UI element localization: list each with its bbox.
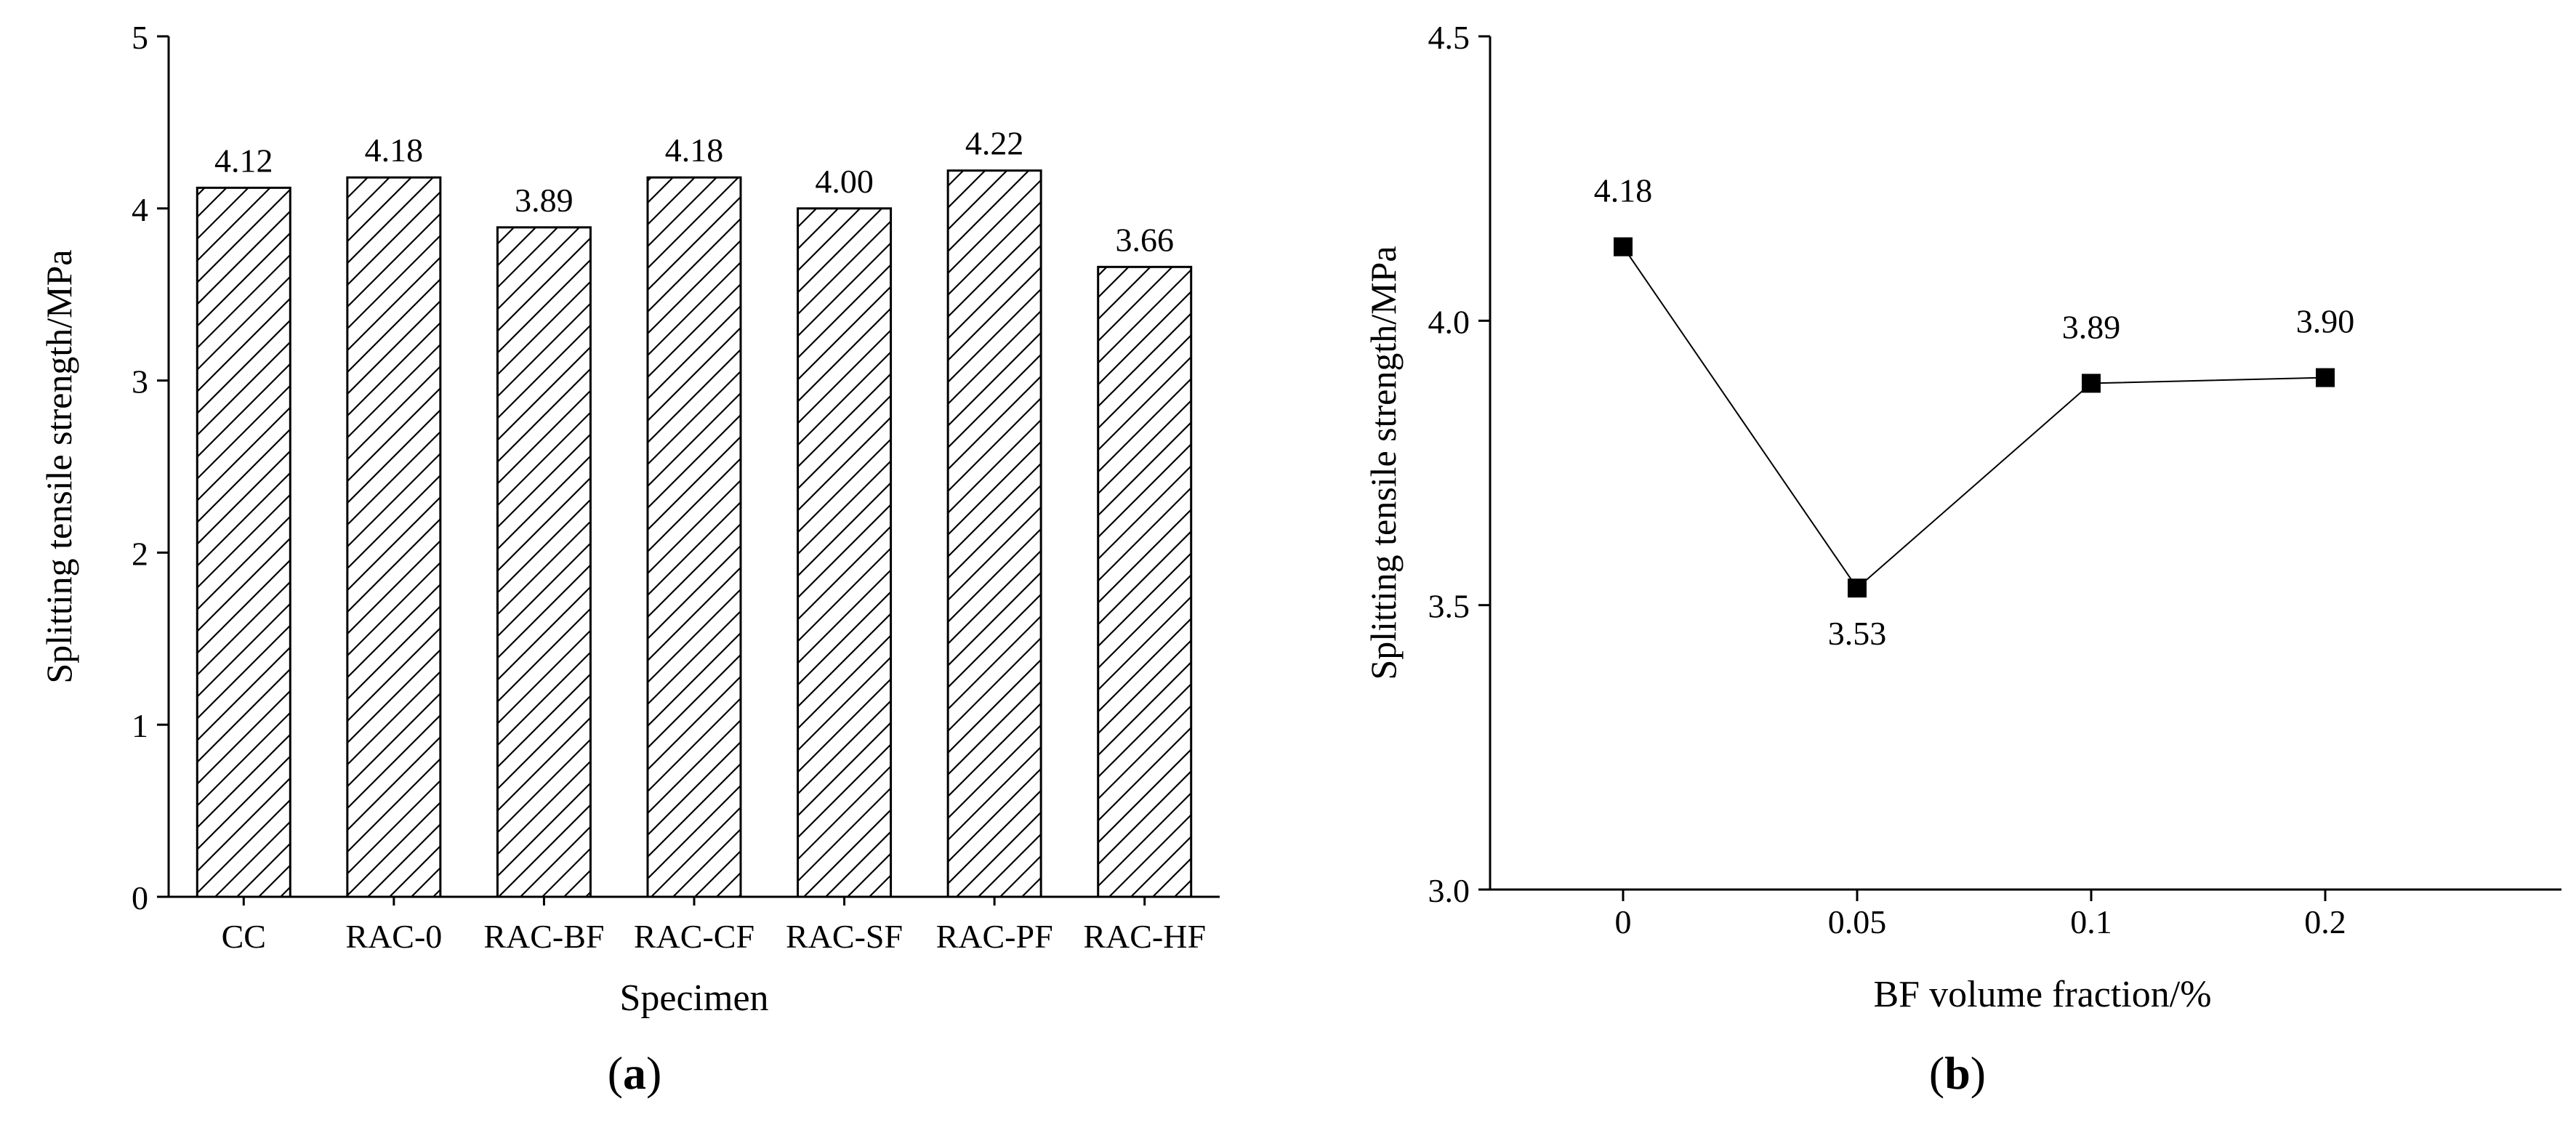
x-tick-label: 0 bbox=[1615, 903, 1632, 940]
y-tick-label: 4.0 bbox=[1428, 303, 1470, 340]
x-tick-label: 0.2 bbox=[2304, 903, 2346, 940]
bar-series bbox=[196, 169, 1193, 898]
y-tick-label: 3.5 bbox=[1428, 588, 1470, 625]
bar-value-labels: 4.12 4.18 3.89 4.18 4.00 4.22 3.66 bbox=[214, 125, 1174, 259]
bar-rac-sf bbox=[797, 207, 893, 898]
point-value-label: 3.53 bbox=[1828, 615, 1887, 652]
data-point-marker bbox=[1848, 578, 1867, 598]
x-axis-ticks: CC RAC-0 RAC-BF RAC-CF RAC-SF RAC-PF RAC-HF bbox=[222, 897, 1206, 955]
series-markers bbox=[1614, 237, 2335, 598]
x-tick-label: 0.1 bbox=[2070, 903, 2112, 940]
panel-label-b-letter: b bbox=[1944, 1047, 1971, 1099]
bar-value-label: 4.18 bbox=[365, 132, 424, 169]
bar-rac-cf bbox=[646, 176, 742, 898]
bar-rac-pf bbox=[946, 169, 1042, 898]
x-tick-label: CC bbox=[222, 918, 266, 955]
bar-value-label: 4.18 bbox=[665, 132, 724, 169]
bar-value-label: 3.89 bbox=[515, 182, 573, 219]
x-tick-label: RAC-0 bbox=[345, 918, 442, 955]
bar-chart-panel-a: 4.12 4.18 3.89 4.18 4.00 4.22 3.66 0 1 2 3 4 5 CC RA… bbox=[39, 19, 1220, 1019]
bar-value-label: 4.00 bbox=[815, 163, 874, 200]
data-point-marker bbox=[2082, 374, 2101, 393]
y-axis-label: Splitting tensile strength/MPa bbox=[39, 249, 79, 683]
bar-value-label: 3.66 bbox=[1115, 221, 1174, 258]
bar-value-label: 4.22 bbox=[965, 125, 1024, 162]
bar-rac-0 bbox=[346, 176, 442, 898]
x-axis-label: BF volume fraction/% bbox=[1873, 974, 2211, 1015]
y-tick-label: 3 bbox=[132, 363, 148, 400]
y-tick-label: 2 bbox=[132, 535, 148, 572]
x-axis-ticks: 0 0.05 0.1 0.2 bbox=[1615, 890, 2346, 940]
bar-rac-bf bbox=[496, 226, 592, 898]
data-point-marker bbox=[1614, 237, 1633, 257]
y-axis-ticks: 0 1 2 3 4 5 bbox=[132, 19, 169, 916]
y-axis-ticks: 3.0 3.5 4.0 4.5 bbox=[1428, 19, 1490, 909]
y-tick-label: 5 bbox=[132, 19, 148, 56]
bar-value-label: 4.12 bbox=[214, 142, 273, 179]
bar-cc bbox=[196, 186, 291, 898]
x-tick-label: 0.05 bbox=[1828, 903, 1887, 940]
x-axis-label: Specimen bbox=[619, 977, 768, 1019]
point-value-label: 3.89 bbox=[2062, 308, 2121, 345]
y-tick-label: 3.0 bbox=[1428, 872, 1470, 909]
data-point-marker bbox=[2316, 368, 2335, 387]
y-tick-label: 4 bbox=[132, 191, 148, 228]
x-tick-label: RAC-SF bbox=[786, 918, 903, 955]
bar-rac-hf bbox=[1097, 265, 1193, 898]
panel-label-a: (a) bbox=[608, 1047, 662, 1099]
x-tick-label: RAC-BF bbox=[483, 918, 604, 955]
y-tick-label: 0 bbox=[132, 879, 148, 916]
x-tick-label: RAC-PF bbox=[936, 918, 1053, 955]
line-chart-panel-b: 4.18 3.53 3.89 3.90 3.0 3.5 4.0 4.5 0 0.05 0.1 0.… bbox=[1363, 19, 2561, 1015]
panel-label-a-letter: a bbox=[623, 1047, 646, 1099]
y-tick-label: 4.5 bbox=[1428, 19, 1470, 56]
panel-label-b: (b) bbox=[1929, 1047, 1986, 1099]
y-tick-label: 1 bbox=[132, 707, 148, 744]
point-value-label: 3.90 bbox=[2296, 303, 2355, 340]
x-tick-label: RAC-HF bbox=[1083, 918, 1206, 955]
y-axis-label: Splitting tensile strength/MPa bbox=[1363, 246, 1404, 680]
point-value-labels: 4.18 3.53 3.89 3.90 bbox=[1594, 172, 2355, 653]
series-line bbox=[1622, 246, 2326, 589]
point-value-label: 4.18 bbox=[1594, 172, 1653, 209]
x-tick-label: RAC-CF bbox=[634, 918, 754, 955]
